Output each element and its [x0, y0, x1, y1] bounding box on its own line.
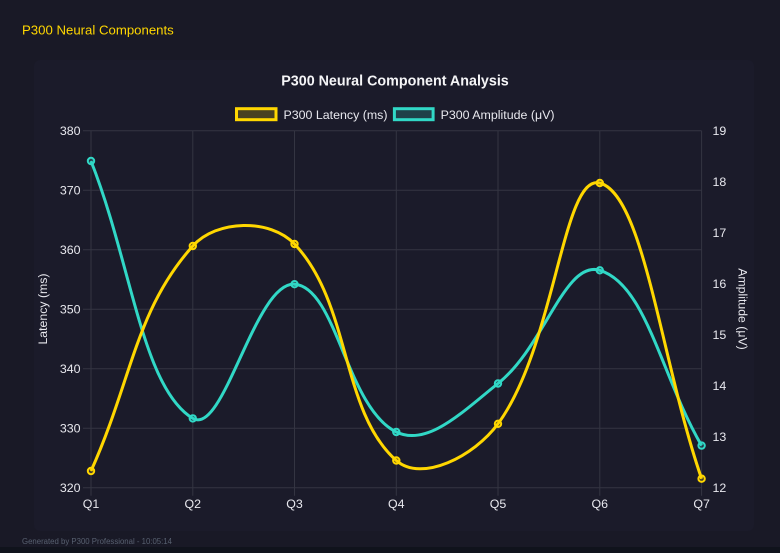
svg-text:Generated by P300 Professional: Generated by P300 Professional - 10:05:1… [22, 537, 173, 546]
svg-text:P300 Neural Components: P300 Neural Components [22, 23, 174, 38]
svg-text:370: 370 [60, 184, 81, 198]
svg-text:320: 320 [60, 481, 81, 495]
svg-text:12: 12 [713, 481, 727, 495]
svg-text:P300 Latency (ms): P300 Latency (ms) [284, 108, 388, 122]
svg-text:360: 360 [60, 243, 81, 257]
svg-text:16: 16 [713, 277, 727, 291]
svg-text:Amplitude (μV): Amplitude (μV) [736, 268, 750, 350]
svg-text:330: 330 [60, 422, 81, 436]
svg-text:Q1: Q1 [83, 497, 100, 511]
svg-text:19: 19 [713, 124, 727, 138]
svg-text:P300 Amplitude (μV): P300 Amplitude (μV) [441, 108, 555, 122]
svg-text:Q7: Q7 [693, 497, 710, 511]
svg-text:340: 340 [60, 362, 81, 376]
svg-text:380: 380 [60, 124, 81, 138]
svg-text:350: 350 [60, 303, 81, 317]
svg-text:Latency (ms): Latency (ms) [36, 273, 50, 344]
svg-text:13: 13 [713, 430, 727, 444]
svg-text:15: 15 [713, 328, 727, 342]
svg-text:Q5: Q5 [490, 497, 507, 511]
svg-text:Q4: Q4 [388, 497, 405, 511]
svg-text:Q6: Q6 [592, 497, 609, 511]
svg-text:14: 14 [713, 379, 727, 393]
svg-text:Q2: Q2 [185, 497, 202, 511]
svg-text:Q3: Q3 [286, 497, 303, 511]
svg-text:18: 18 [713, 175, 727, 189]
svg-text:P300 Neural Component Analysis: P300 Neural Component Analysis [281, 73, 509, 89]
svg-text:17: 17 [713, 226, 727, 240]
